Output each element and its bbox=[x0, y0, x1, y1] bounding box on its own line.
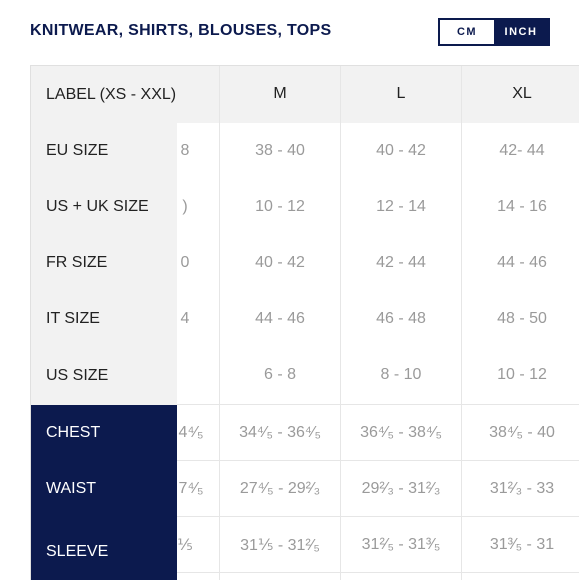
row-divider bbox=[31, 404, 579, 405]
table-cell: 42- 44 bbox=[499, 142, 545, 159]
row-label-us-uk-size: US + UK SIZE bbox=[31, 179, 177, 235]
page-title: KNITWEAR, SHIRTS, BLOUSES, TOPS bbox=[30, 22, 332, 39]
row-divider bbox=[31, 516, 579, 517]
column-header-xl: XL bbox=[512, 85, 532, 102]
row-divider bbox=[31, 460, 579, 461]
table-cell: 38 - 40 bbox=[255, 142, 305, 159]
unit-inch-button[interactable]: INCH bbox=[494, 20, 548, 44]
table-cell: 36⁴⁄₅ - 38⁴⁄₅ bbox=[360, 424, 442, 441]
row-label-fr-size: FR SIZE bbox=[31, 235, 177, 291]
table-cell-partial bbox=[177, 347, 193, 403]
table-cell-partial: ) bbox=[182, 198, 188, 215]
table-cell: 12 - 14 bbox=[376, 198, 426, 215]
table-cell: 38⁴⁄₅ - 40 bbox=[489, 424, 555, 441]
table-cell: 48 - 50 bbox=[497, 310, 547, 327]
row-label-chest: CHEST bbox=[31, 405, 177, 461]
row-label-it-size: IT SIZE bbox=[31, 291, 177, 347]
table-cell: 6 - 8 bbox=[263, 366, 296, 383]
table-cell: 10 - 12 bbox=[497, 366, 547, 383]
table-cell: 27⁴⁄₅ - 29²⁄₃ bbox=[239, 480, 321, 497]
row-label-us-size: US SIZE bbox=[31, 347, 177, 405]
table-cell: 40 - 42 bbox=[376, 142, 426, 159]
column-divider bbox=[219, 66, 220, 580]
unit-cm-button[interactable]: CM bbox=[440, 20, 494, 44]
column-divider bbox=[340, 66, 341, 580]
label-header: LABEL (XS - XXL) bbox=[31, 66, 177, 123]
label-column: LABEL (XS - XXL) EU SIZE US + UK SIZE FR… bbox=[31, 66, 177, 580]
column-divider bbox=[461, 66, 462, 580]
table-cell: 14 - 16 bbox=[497, 198, 547, 215]
table-cell-partial: 0 bbox=[180, 254, 190, 271]
table-cell: 8 - 10 bbox=[380, 366, 422, 383]
size-table: M L XL 8 38 - 40 40 - 42 42- 44 ) 10 - 1… bbox=[30, 65, 579, 580]
table-cell: 44 - 46 bbox=[497, 254, 547, 271]
table-cell: 29²⁄₃ - 31²⁄₃ bbox=[361, 480, 441, 497]
row-divider bbox=[31, 572, 579, 573]
table-cell: 31⅕ - 31²⁄₅ bbox=[240, 537, 320, 554]
table-cell-partial: 8 bbox=[180, 142, 190, 159]
table-cell: 31³⁄₅ - 31 bbox=[489, 536, 555, 553]
table-cell-partial: ⅕ bbox=[177, 537, 193, 554]
table-cell-partial: 4 bbox=[180, 310, 190, 327]
table-cell: 10 - 12 bbox=[255, 198, 305, 215]
row-label-eu-size: EU SIZE bbox=[31, 123, 177, 179]
table-cell: 40 - 42 bbox=[255, 254, 305, 271]
unit-toggle: CM INCH bbox=[438, 18, 550, 46]
table-cell: 31²⁄₃ - 33 bbox=[489, 480, 555, 497]
table-cell-partial: 4⁴⁄₅ bbox=[178, 424, 204, 441]
row-label-sleeve: SLEEVE bbox=[31, 517, 177, 580]
table-cell: 46 - 48 bbox=[376, 310, 426, 327]
table-cell: 42 - 44 bbox=[376, 254, 426, 271]
table-cell: 34⁴⁄₅ - 36⁴⁄₅ bbox=[239, 424, 321, 441]
column-header-m: M bbox=[273, 85, 287, 102]
column-header-l: L bbox=[396, 85, 406, 102]
size-table-scroll-area[interactable]: M L XL 8 38 - 40 40 - 42 42- 44 ) 10 - 1… bbox=[31, 66, 579, 580]
row-label-waist: WAIST bbox=[31, 461, 177, 517]
table-cell-partial: 7⁴⁄₅ bbox=[178, 480, 204, 497]
table-cell: 44 - 46 bbox=[255, 310, 305, 327]
table-cell: 31²⁄₅ - 31³⁄₅ bbox=[361, 536, 441, 553]
